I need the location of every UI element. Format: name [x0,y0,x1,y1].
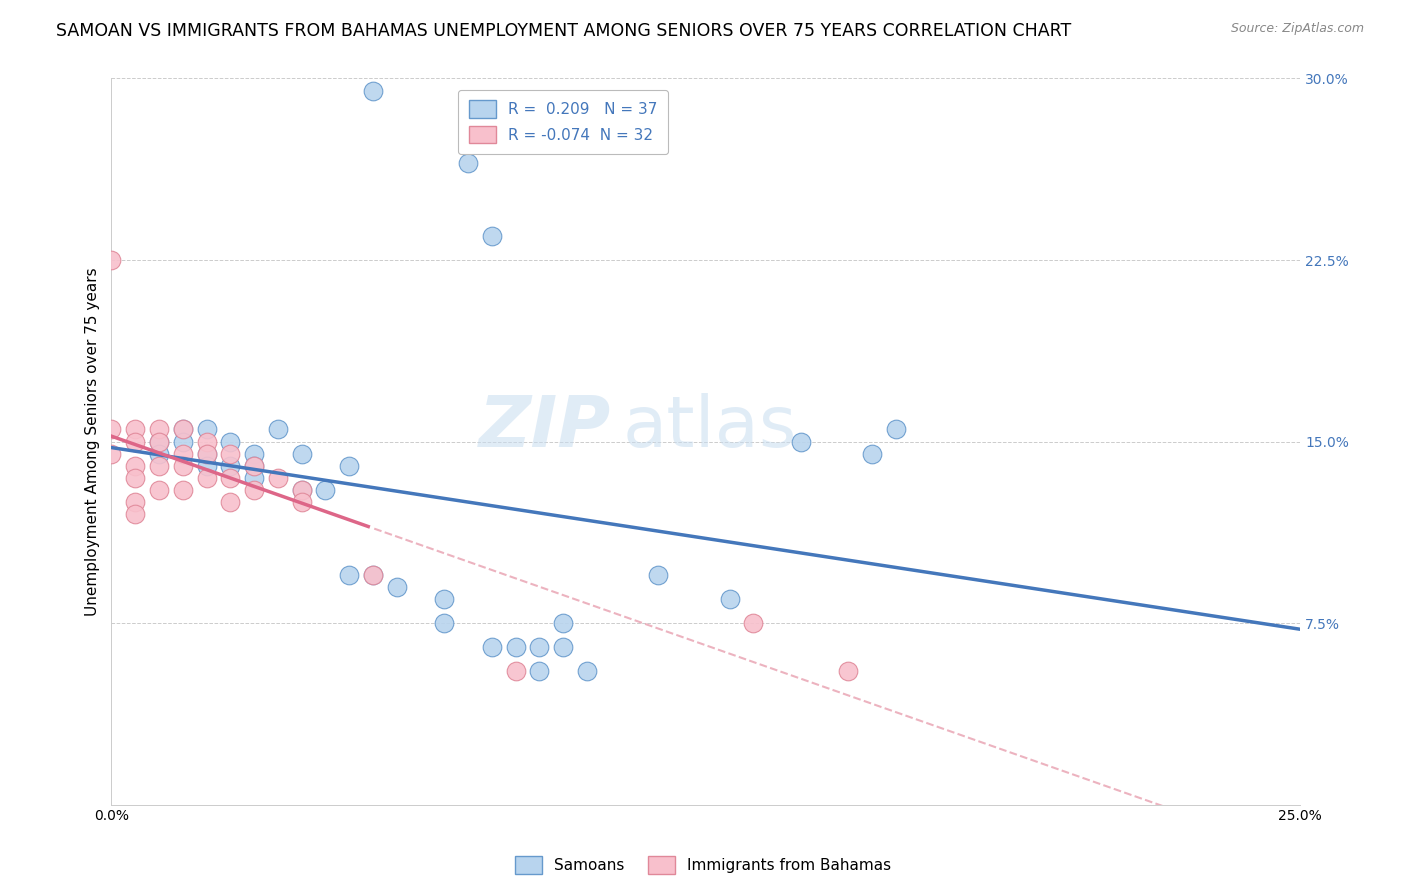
Point [172,447,194,461]
Point [148,434,170,449]
Point [219,434,242,449]
Text: SAMOAN VS IMMIGRANTS FROM BAHAMAS UNEMPLOYMENT AMONG SENIORS OVER 75 YEARS CORRE: SAMOAN VS IMMIGRANTS FROM BAHAMAS UNEMPL… [56,22,1071,40]
Point [195,447,218,461]
Point [361,84,384,98]
Point [219,495,242,509]
Point [314,483,336,497]
Point [148,422,170,436]
Point [291,483,314,497]
Point [243,447,266,461]
Point [148,483,170,497]
Point [148,434,170,449]
Point [790,434,813,449]
Y-axis label: Unemployment Among Seniors over 75 years: Unemployment Among Seniors over 75 years [86,268,100,615]
Point [172,422,194,436]
Point [172,434,194,449]
Point [337,567,360,582]
Point [291,495,314,509]
Point [100,252,122,267]
Point [195,471,218,485]
Point [195,458,218,473]
Point [481,640,503,655]
Point [553,616,575,631]
Point [219,447,242,461]
Point [718,591,741,606]
Point [124,422,146,436]
Point [505,640,527,655]
Point [433,616,456,631]
Point [124,434,146,449]
Point [124,458,146,473]
Legend: R =  0.209   N = 37, R = -0.074  N = 32: R = 0.209 N = 37, R = -0.074 N = 32 [458,90,668,154]
Point [124,471,146,485]
Point [195,447,218,461]
Point [291,483,314,497]
Point [433,591,456,606]
Legend: Samoans, Immigrants from Bahamas: Samoans, Immigrants from Bahamas [509,850,897,880]
Point [172,483,194,497]
Point [243,458,266,473]
Text: atlas: atlas [623,392,797,461]
Point [243,483,266,497]
Point [100,422,122,436]
Point [172,458,194,473]
Point [219,458,242,473]
Point [529,665,551,679]
Point [505,665,527,679]
Point [100,447,122,461]
Point [385,580,408,594]
Point [172,422,194,436]
Point [195,422,218,436]
Point [553,640,575,655]
Point [575,665,598,679]
Point [267,471,290,485]
Point [647,567,669,582]
Point [860,447,883,461]
Point [884,422,907,436]
Point [481,228,503,243]
Point [337,458,360,473]
Point [124,507,146,521]
Point [195,434,218,449]
Point [837,665,859,679]
Point [243,471,266,485]
Point [219,471,242,485]
Text: Source: ZipAtlas.com: Source: ZipAtlas.com [1230,22,1364,36]
Point [529,640,551,655]
Point [243,458,266,473]
Point [361,567,384,582]
Point [124,495,146,509]
Point [291,447,314,461]
Point [148,447,170,461]
Point [148,458,170,473]
Text: ZIP: ZIP [478,392,610,461]
Point [267,422,290,436]
Point [742,616,765,631]
Point [457,156,479,170]
Point [361,567,384,582]
